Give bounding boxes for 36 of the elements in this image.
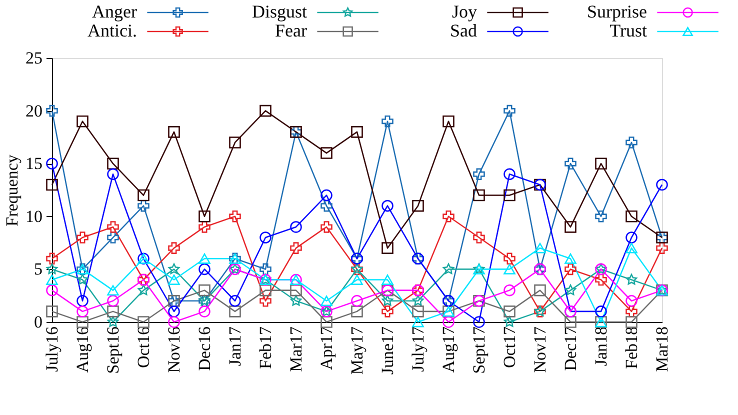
legend-label: Disgust [252,2,307,22]
x-tick-label: Feb17 [256,326,275,369]
y-tick-label: 15 [26,154,42,174]
y-tick-label: 10 [26,206,42,226]
x-tick-label: Sept16 [104,326,122,374]
x-tick-label: Dec17 [561,326,580,371]
x-tick-label: July17 [408,326,428,372]
legend-label: Surprise [587,2,648,22]
x-tick-label: Apr17 [317,326,336,370]
x-tick-label: Dec16 [195,326,214,371]
legend-label: Sad [450,20,477,40]
x-tick-label: Jan18 [592,326,610,366]
x-tick-label: Nov17 [530,326,550,373]
legend-label: Antici. [88,20,137,40]
x-tick-label: Oct16 [134,326,153,368]
x-tick-label: Mar18 [652,326,672,372]
x-tick-label: Sept17 [470,326,488,374]
y-tick-label: 25 [26,48,42,68]
x-tick-label: Oct17 [500,326,519,368]
y-tick-label: 0 [34,312,42,332]
y-axis-title: Frequency [2,154,22,226]
x-tick-label: Feb18 [622,326,641,369]
legend-label: Joy [452,2,477,22]
x-tick-label: Jan17 [226,326,244,366]
legend-label: Anger [92,2,138,22]
x-tick-label: Mar17 [286,326,306,372]
x-tick-label: May17 [348,326,366,375]
y-tick-label: 5 [34,260,42,279]
x-tick-label: Nov16 [164,326,184,373]
x-tick-label: Aug16 [73,326,92,373]
legend-label: Fear [275,20,308,40]
y-tick-label: 20 [26,101,42,120]
x-tick-label: Aug17 [439,326,458,373]
legend-label: Trust [610,20,647,40]
x-tick-label: June17 [378,326,397,375]
x-tick-label: July16 [42,326,62,372]
